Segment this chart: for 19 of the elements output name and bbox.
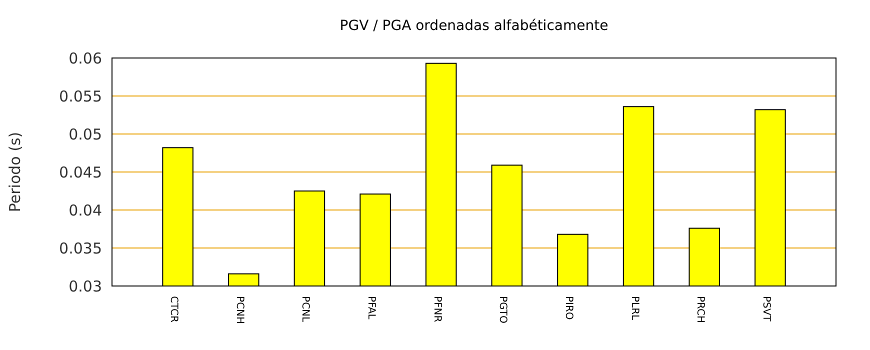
y-tick-label: 0.04 (68, 201, 102, 220)
x-tick-label: PGTO (497, 296, 508, 324)
x-tick-label: PCNL (300, 296, 311, 322)
x-tick-label: CTCR (168, 296, 180, 322)
chart-title: PGV / PGA ordenadas alfabéticamente (340, 18, 608, 34)
x-tick-label: PLRL (628, 296, 640, 321)
x-tick-label: PRCH (694, 296, 706, 323)
y-tick-label: 0.045 (59, 163, 102, 182)
y-tick-label: 0.035 (59, 239, 102, 258)
x-tick-label: PIRO (562, 296, 574, 320)
y-tick-label: 0.05 (68, 125, 102, 144)
x-tick-label: PSVT (760, 296, 772, 322)
y-axis-title: Periodo (s) (6, 132, 24, 212)
x-tick-label: PFAL (366, 296, 377, 320)
x-tick-label: PCNH (234, 296, 245, 324)
y-tick-label: 0.06 (68, 49, 102, 68)
y-tick-label: 0.03 (68, 277, 102, 296)
y-tick-label: 0.055 (59, 87, 102, 106)
x-tick-label: PFNR (431, 296, 442, 322)
